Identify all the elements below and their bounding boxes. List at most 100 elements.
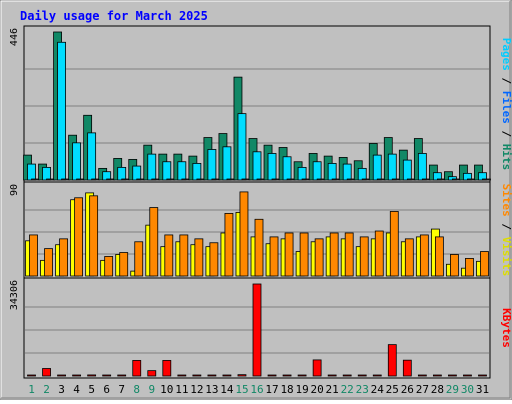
- bar-kbytes-day-4: [72, 374, 82, 377]
- bar-kbytes-day-10: [162, 360, 172, 377]
- bar-files-day-11: [177, 161, 187, 181]
- bar-kbytes-day-14: [222, 374, 232, 377]
- day-label-28: 28: [431, 383, 444, 396]
- day-label-11: 11: [175, 383, 188, 396]
- day-label-2: 2: [43, 383, 50, 396]
- bar-kbytes-day-7: [117, 374, 127, 377]
- bar-files-day-16: [252, 151, 262, 181]
- bar-sites-day-14: [224, 213, 234, 277]
- bar-sites-day-11: [179, 234, 189, 277]
- panel-1: 446 Pages / Files / Hits: [9, 25, 512, 183]
- y-max-label: 446: [9, 28, 20, 46]
- bar-files-day-20: [312, 161, 322, 181]
- bar-kbytes-day-29: [448, 374, 457, 377]
- bar-kbytes-day-15: [237, 374, 247, 377]
- bar-kbytes-day-22: [342, 374, 352, 377]
- y-max-label: 34306: [9, 280, 20, 310]
- bar-sites-day-1: [29, 234, 38, 277]
- bar-files-day-26: [402, 159, 412, 181]
- legend-entry-pages: Pages: [500, 38, 512, 71]
- day-label-15: 15: [235, 383, 248, 396]
- bar-sites-day-3: [59, 238, 68, 277]
- bar-sites-day-22: [344, 232, 354, 277]
- day-label-5: 5: [88, 383, 95, 396]
- legend-entry-hits: Hits: [500, 144, 512, 171]
- legend-entry-visits: Visits: [500, 237, 512, 277]
- bar-sites-day-18: [284, 232, 294, 277]
- day-label-31: 31: [476, 383, 489, 396]
- day-label-24: 24: [371, 383, 385, 396]
- day-label-13: 13: [205, 383, 218, 396]
- day-label-14: 14: [220, 383, 234, 396]
- bar-kbytes-day-13: [207, 374, 217, 377]
- bar-sites-day-6: [104, 256, 114, 277]
- bar-sites-day-24: [374, 230, 384, 277]
- bar-kbytes-day-23: [357, 374, 367, 377]
- bar-kbytes-day-21: [327, 374, 337, 377]
- day-label-1: 1: [28, 383, 35, 396]
- bar-pages-day-31: [482, 178, 491, 181]
- bar-sites-day-28: [434, 236, 444, 277]
- bar-sites-day-13: [209, 242, 219, 277]
- day-label-7: 7: [118, 383, 125, 396]
- day-label-23: 23: [356, 383, 369, 396]
- day-label-16: 16: [250, 383, 263, 396]
- bar-kbytes-day-1: [27, 374, 36, 377]
- bar-kbytes-day-2: [42, 368, 51, 377]
- legend-separator: /: [500, 71, 512, 91]
- bar-sites-day-21: [329, 232, 339, 277]
- bar-kbytes-day-5: [87, 374, 97, 377]
- day-label-6: 6: [103, 383, 110, 396]
- bar-sites-day-29: [450, 254, 459, 277]
- day-label-9: 9: [148, 383, 155, 396]
- chart-title: Daily usage for March 2025: [20, 9, 208, 23]
- legend-separator: /: [500, 124, 512, 144]
- bar-files-day-15: [237, 113, 247, 181]
- bar-files-day-10: [162, 161, 172, 181]
- panel-3: 34306 KBytes: [9, 277, 512, 379]
- bar-kbytes-day-16: [252, 283, 262, 377]
- bar-files-day-22: [342, 163, 352, 181]
- bar-kbytes-day-24: [372, 374, 382, 377]
- bar-sites-day-23: [359, 236, 369, 277]
- panel-legend: Sites / Visits: [500, 184, 512, 277]
- bar-sites-day-26: [404, 238, 414, 277]
- bar-sites-day-12: [194, 238, 204, 277]
- bar-kbytes-day-30: [463, 374, 472, 377]
- day-label-19: 19: [295, 383, 308, 396]
- bar-kbytes-day-6: [102, 374, 112, 377]
- day-label-27: 27: [416, 383, 429, 396]
- bar-files-day-2: [42, 166, 51, 181]
- day-label-25: 25: [386, 383, 399, 396]
- bar-kbytes-day-18: [282, 374, 292, 377]
- bar-files-day-17: [267, 153, 277, 181]
- bar-sites-day-5: [89, 195, 99, 277]
- bar-kbytes-day-31: [478, 374, 487, 377]
- day-axis-labels: 1 2 3 4 5 6 7 8 9 10 11 12 13 14 15 16 17 18 19 20 21 22 23 24 2…: [28, 383, 489, 396]
- bar-kbytes-day-20: [312, 359, 322, 377]
- day-label-20: 20: [311, 383, 324, 396]
- bar-files-day-12: [192, 163, 202, 181]
- bar-files-day-25: [387, 153, 397, 181]
- day-label-26: 26: [401, 383, 414, 396]
- bar-files-day-5: [87, 132, 97, 181]
- bar-kbytes-day-9: [147, 370, 157, 377]
- bar-sites-day-30: [465, 257, 474, 277]
- bar-files-day-14: [222, 146, 232, 181]
- bar-kbytes-day-3: [57, 374, 66, 377]
- bar-sites-day-19: [299, 232, 309, 277]
- day-label-21: 21: [326, 383, 339, 396]
- bar-files-day-13: [207, 149, 217, 181]
- bar-files-day-18: [282, 156, 292, 181]
- bar-files-day-23: [357, 167, 367, 181]
- legend-entry-kbytes: KBytes: [500, 308, 512, 348]
- day-label-17: 17: [265, 383, 278, 396]
- bar-kbytes-day-11: [177, 374, 187, 377]
- day-label-4: 4: [73, 383, 80, 396]
- day-label-12: 12: [190, 383, 203, 396]
- bar-kbytes-day-27: [417, 374, 427, 377]
- day-label-8: 8: [133, 383, 140, 396]
- day-label-30: 30: [461, 383, 474, 396]
- bar-sites-day-2: [44, 248, 53, 277]
